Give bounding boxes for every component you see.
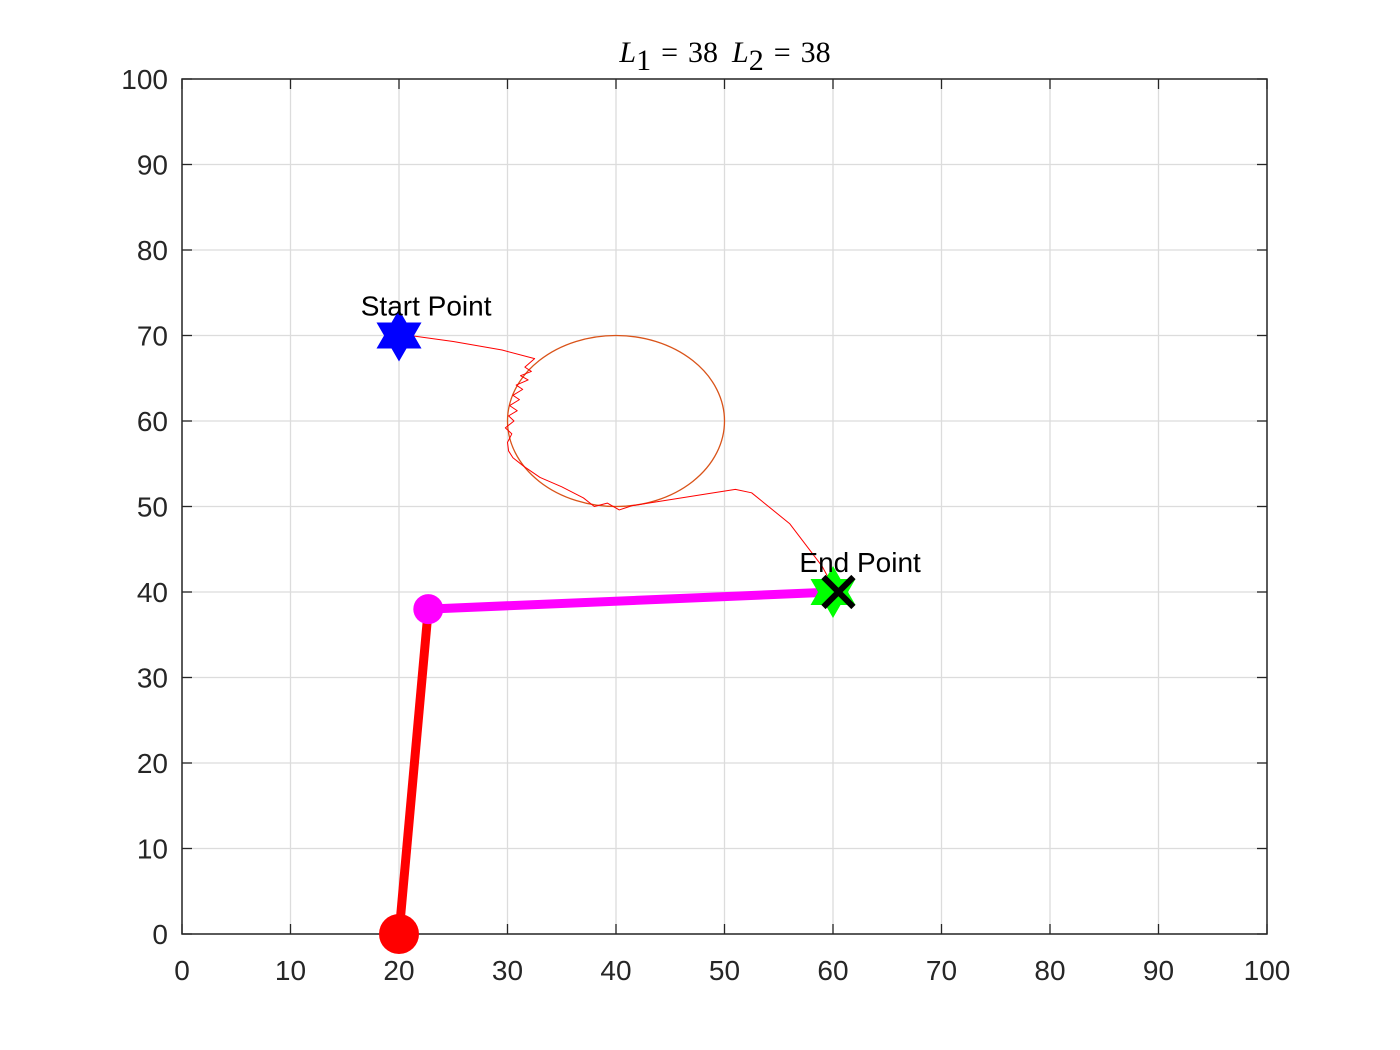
title-eq-1: = <box>661 36 678 69</box>
title-sub-1: 1 <box>636 44 651 77</box>
y-tick-label: 90 <box>137 150 168 181</box>
x-tick-label: 50 <box>709 955 740 986</box>
trajectory-line <box>409 335 836 591</box>
y-tick-label: 60 <box>137 406 168 437</box>
x-tick-label: 80 <box>1034 955 1065 986</box>
plot-data <box>394 334 836 935</box>
plot-frame <box>181 78 1268 935</box>
title-val-1: 38 <box>688 36 718 69</box>
y-tick-label: 40 <box>137 577 168 608</box>
elbow-joint-marker <box>413 594 444 625</box>
start-point-marker <box>376 309 422 362</box>
x-tick-label: 100 <box>1244 955 1291 986</box>
end-cross-marker <box>821 574 856 610</box>
x-tick-label: 30 <box>492 955 523 986</box>
obstacle-circle <box>506 334 726 508</box>
arm-link-1 <box>394 608 433 935</box>
y-tick-label: 100 <box>121 64 168 95</box>
x-tick-labels: 0 10 20 30 40 50 60 70 80 90 100 <box>174 955 1290 986</box>
title-val-2: 38 <box>801 36 831 69</box>
title-eq-2: = <box>774 36 791 69</box>
y-tick-label: 30 <box>137 663 168 694</box>
title-sub-2: 2 <box>749 44 764 77</box>
y-tick-label: 80 <box>137 235 168 266</box>
y-tick-labels: 0 10 20 30 40 50 60 70 80 90 100 <box>121 64 168 950</box>
y-tick-label: 70 <box>137 321 168 352</box>
arm-link-2 <box>428 587 834 614</box>
x-tick-label: 60 <box>817 955 848 986</box>
title-var-2: L <box>731 36 749 69</box>
x-tick-label: 90 <box>1143 955 1174 986</box>
annotations: Start Point End Point <box>361 291 921 579</box>
y-tick-label: 50 <box>137 492 168 523</box>
axes: 0 10 20 30 40 50 60 70 80 90 100 0 10 20 30 40 50 60 70 80… <box>121 64 1290 986</box>
x-tick-label: 0 <box>174 955 190 986</box>
y-tick-label: 10 <box>137 834 168 865</box>
title-var-1: L <box>618 36 636 69</box>
x-tick-label: 10 <box>275 955 306 986</box>
plot-markers <box>376 309 856 954</box>
chart-title: L1 = 38 L2 = 38 <box>618 36 830 77</box>
x-tick-label: 20 <box>383 955 414 986</box>
x-tick-label: 70 <box>926 955 957 986</box>
y-tick-label: 0 <box>152 919 168 950</box>
annotation-label: Start Point <box>361 291 492 322</box>
y-tick-label: 20 <box>137 748 168 779</box>
annotation-label: End Point <box>799 547 921 578</box>
x-tick-label: 40 <box>600 955 631 986</box>
base-joint-marker <box>379 914 419 954</box>
